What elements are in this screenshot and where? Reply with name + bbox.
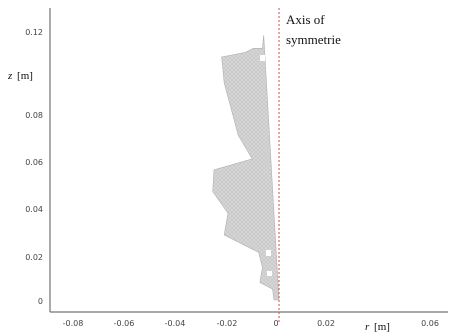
y-tick-label: 0.06: [25, 158, 43, 167]
y-axis-label: z [m]: [7, 70, 33, 82]
x-axis-label-unit: [m]: [374, 321, 390, 333]
mesh-hole: [266, 250, 271, 256]
mesh-hole: [267, 271, 272, 276]
x-tick-label: 0.02: [317, 319, 335, 328]
mesh-hole: [260, 55, 265, 61]
x-tick-label: -0.08: [63, 319, 84, 328]
y-tick-label: 0.02: [25, 253, 43, 262]
x-axis-label: r [m]: [365, 321, 390, 333]
x-tick-label: -0.02: [217, 319, 238, 328]
annotation-line-1: Axis of: [286, 12, 325, 27]
annotation-text: Axis of symmetrie: [286, 12, 341, 47]
y-tick-label: 0.04: [25, 205, 43, 214]
annotation-line-2: symmetrie: [286, 32, 341, 47]
x-tick-label: 0.06: [421, 319, 439, 328]
y-tick-label: 0.12: [25, 28, 43, 37]
y-axis-label-var: z: [7, 70, 13, 82]
mesh-shape: [212, 35, 280, 301]
x-tick-label: -0.06: [114, 319, 135, 328]
y-tick-label: 0.08: [25, 111, 43, 120]
x-axis-label-var: r: [365, 321, 370, 333]
mesh-group: [212, 35, 280, 301]
y-tick-label: 0: [38, 297, 43, 306]
x-tick-label: -0.04: [165, 319, 186, 328]
y-axis-label-unit: [m]: [17, 70, 33, 82]
x-tick-label: 0: [273, 319, 278, 328]
